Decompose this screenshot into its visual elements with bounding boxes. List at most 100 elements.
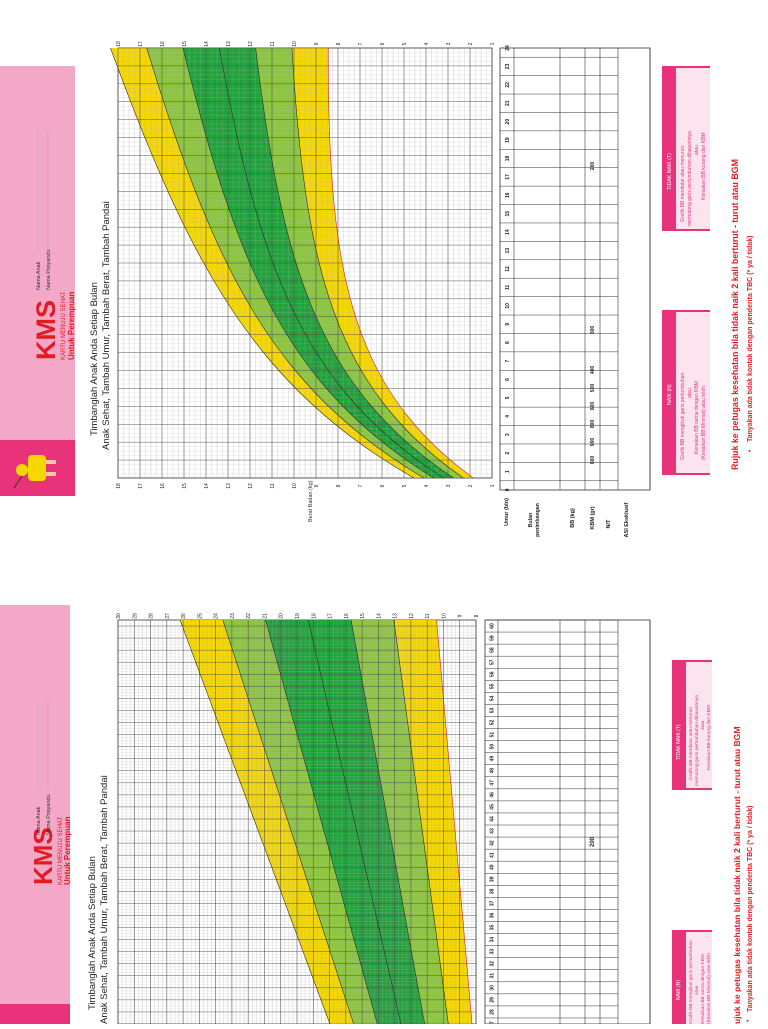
row-label-asi: ASI Eksklusif (624, 502, 630, 537)
top-weight-label-top: 8 (474, 614, 480, 617)
top-table-frame (484, 619, 651, 1025)
bottom-weight-label-bottom: 10 (292, 483, 298, 489)
top-rujuk-text: ujuk ke petugas kesehatan bila tidak nai… (732, 726, 742, 1024)
bottom-headline-1: Timbanglah Anak Anda Setiap Bulan (89, 282, 100, 436)
top-month-cell: 42 (490, 840, 496, 846)
bottom-month-cell: 5 (505, 396, 511, 399)
bottom-headline-2: Anak Sehat, Tambah Umur, Tambah Berat, T… (101, 201, 112, 450)
bottom-tidak-naik-l1: Grafik BB mendatar atau menurun (680, 146, 686, 222)
top-weight-label-top: 18 (311, 613, 317, 619)
top-weight-label-top: 10 (441, 613, 447, 619)
bottom-month-cell: 0 (505, 488, 511, 491)
top-month-cell: 57 (490, 659, 496, 665)
bottom-logo-subtitle: Untuk Perempuan (67, 291, 76, 360)
svg-text:•: • (747, 449, 754, 452)
bottom-weight-label-top: 5 (402, 42, 408, 45)
bottom-month-cell: 9 (505, 323, 511, 326)
svg-text:•: • (745, 1019, 752, 1022)
top-month-cell: 32 (490, 961, 496, 967)
top-headline-1: Timbanglah Anak Anda Setiap Bulan (87, 856, 98, 1010)
top-logo-subtitle: Untuk Perempuan (63, 816, 72, 885)
bottom-weight-label-bottom: 17 (138, 483, 144, 489)
top-name-label: Nama Anak (36, 806, 42, 835)
bottom-weight-label-bottom: 13 (226, 483, 232, 489)
bottom-naik-l4: (Kenaikan BB Minimal) atau lebih (701, 386, 707, 460)
top-curve-line (265, 619, 378, 1025)
top-month-cell: 60 (490, 623, 496, 629)
top-month-cell: 43 (490, 828, 496, 834)
bottom-weight-label-top: 16 (160, 41, 166, 47)
bottom-tidak-naik-l4: Kenaikan BB kurang dari KBM (701, 132, 707, 200)
bottom-band-yellow-high (110, 48, 424, 478)
bottom-logo-text: KMS (31, 300, 61, 360)
bottom-month-cell: 17 (505, 174, 511, 180)
bottom-weight-label-top: 6 (380, 42, 386, 45)
bottom-month-cell: 18 (505, 156, 511, 162)
bottom-band-lightgreen-high (146, 48, 434, 478)
bottom-logo-tagline: KARTU MENUJU SEHAT (61, 292, 67, 360)
bottom-table-frame (499, 47, 651, 491)
top-weight-label-top: 19 (295, 613, 301, 619)
bottom-weight-label-bottom: 3 (446, 484, 452, 487)
bottom-weight-label-bottom: 7 (358, 484, 364, 487)
top-month-cell: 36 (490, 912, 496, 918)
top-month-cell: 47 (490, 780, 496, 786)
top-header-accent (0, 1004, 70, 1024)
top-month-cell: 41 (490, 852, 496, 858)
bottom-weight-label-bottom: 18 (116, 483, 122, 489)
top-month-cell: 50 (490, 744, 496, 750)
bottom-month-cell: 2 (505, 452, 511, 455)
top-tidak-naik-title: TIDAK NAIK (T) (676, 724, 682, 760)
bottom-posyandu-label: Nama Posyandu (46, 249, 52, 290)
top-logo-text: KMS (28, 827, 58, 885)
top-month-cell: 49 (490, 756, 496, 762)
row-label-kbm: KBM (gr) (590, 506, 596, 529)
top-month-cell: 37 (490, 900, 496, 906)
bottom-month-cell: 20 (505, 119, 511, 125)
bottom-month-cell: 10 (505, 303, 511, 309)
top-month-cell: 33 (490, 949, 496, 955)
top-naik-l4: (Kenaikan BB Minimal) atau lebih (706, 953, 712, 1024)
kbm-value: 400 (590, 366, 596, 375)
bottom-curve-line (327, 47, 474, 479)
kbm-value: 900 (590, 438, 596, 447)
bottom-month-cell: 24 (505, 45, 511, 51)
kbm-value: 300 (590, 326, 596, 335)
top-curve-line (436, 619, 473, 1025)
bottom-month-cell: 8 (505, 341, 511, 344)
top-kbm-value: 200 (590, 836, 596, 847)
top-naik-l3: Kenaikan BB sama dengan KBM (700, 954, 706, 1024)
kbm-value: 800 (590, 456, 596, 465)
bottom-weight-label-top: 14 (204, 41, 210, 47)
bottom-tidak-naik-title: TIDAK NAIK (T) (667, 153, 673, 190)
top-curve-line (308, 619, 402, 1025)
top-weight-label-top: 13 (393, 613, 399, 619)
top-weight-label-top: 21 (262, 613, 268, 619)
top-month-cell: 58 (490, 647, 496, 653)
row-label-umur: Umur (bln) (504, 498, 510, 526)
bottom-month-cell: 1 (505, 470, 511, 473)
top-weight-label-top: 20 (279, 613, 285, 619)
bottom-weight-label-top: 1 (490, 42, 496, 45)
top-weight-label-top: 23 (230, 613, 236, 619)
bottom-weight-label-bottom: 4 (424, 484, 430, 487)
top-month-cell: 34 (490, 937, 496, 943)
row-label-penimbangan: penimbangan (535, 503, 541, 537)
top-month-cell: 38 (490, 888, 496, 894)
bottom-month-cell: 12 (505, 266, 511, 272)
bottom-month-cell: 21 (505, 100, 511, 106)
row-label-nt: N/T (606, 519, 612, 529)
berat-badan-axis-label: Berat Badan (kg) (308, 480, 314, 522)
top-weight-label-top: 16 (344, 613, 350, 619)
top-month-cell: 28 (490, 1009, 496, 1015)
bottom-naik-l2: atau (687, 388, 693, 398)
bottom-weight-label-top: 18 (116, 41, 122, 47)
top-weight-label-top: 26 (181, 613, 187, 619)
top-curve-line (179, 619, 331, 1025)
top-weight-label-top: 27 (165, 613, 171, 619)
top-tidak-naik-l1: Grafik BB mendatar atau menurun (688, 707, 694, 780)
top-month-cell: 29 (490, 997, 496, 1003)
bottom-weight-label-bottom: 15 (182, 483, 188, 489)
bottom-weight-label-top: 9 (314, 42, 320, 45)
top-curve-line (222, 619, 354, 1025)
